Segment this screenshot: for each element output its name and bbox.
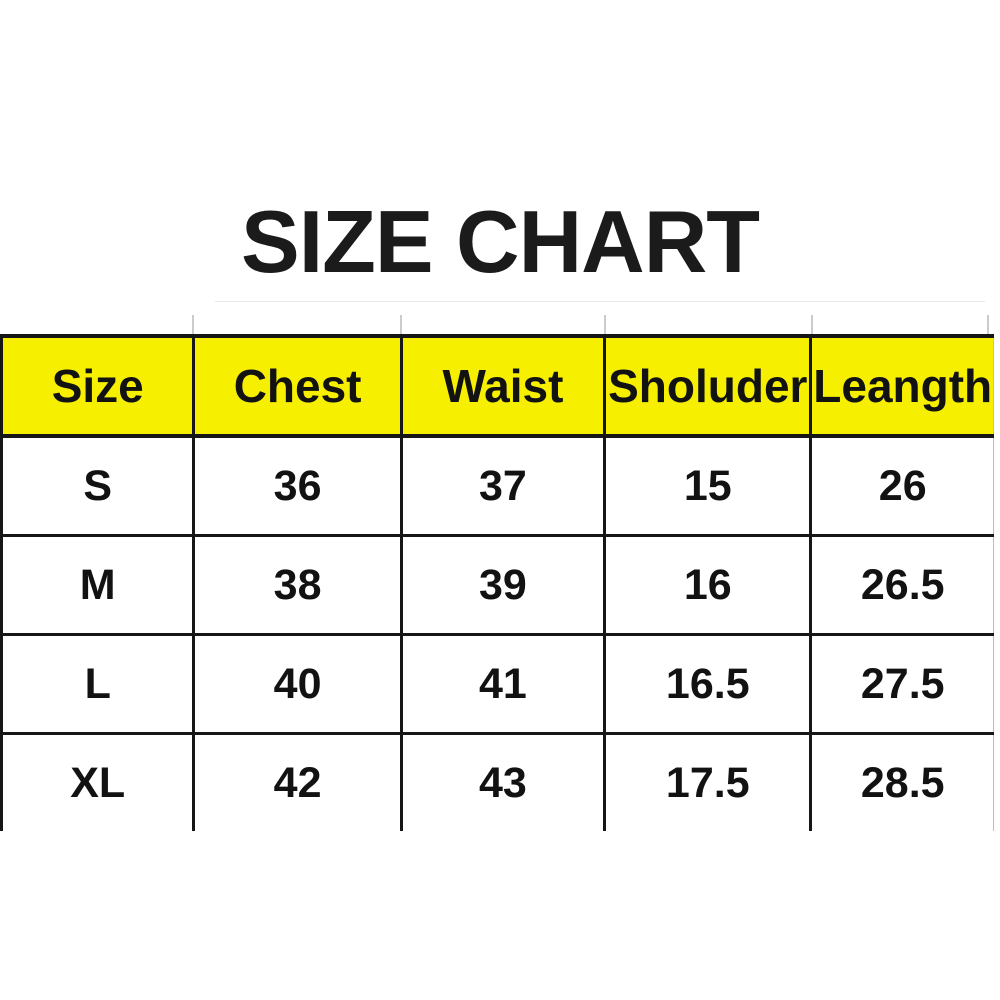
gridline-artifact-stub (987, 315, 989, 334)
measurement-cell: 41 (399, 633, 607, 735)
size-label-cell: M (0, 534, 196, 636)
column-header-waist: Waist (399, 334, 607, 438)
table-row-l: L 40 41 16.5 27.5 (0, 633, 994, 735)
gridline-artifact-horizontal (215, 301, 985, 302)
table-row-s: S 36 37 15 26 (0, 434, 994, 537)
gridline-artifact-stub (811, 315, 813, 334)
measurement-cell: 17.5 (603, 732, 813, 831)
measurement-cell: 26.5 (809, 534, 994, 636)
gridline-artifact-stub (192, 315, 194, 334)
measurement-cell: 26 (809, 434, 994, 537)
measurement-cell: 27.5 (809, 633, 994, 735)
gridline-artifact-stub (400, 315, 402, 334)
page-title: SIZE CHART (241, 192, 760, 291)
column-header-leangth: Leangth (809, 334, 994, 438)
size-label-cell: XL (0, 732, 196, 831)
measurement-cell: 15 (603, 434, 813, 537)
table-body: S 36 37 15 26 M 38 39 16 26.5 L 40 41 16.5 27.5 XL 42 43 1… (0, 434, 994, 831)
column-header-sholuder: Sholuder (603, 334, 813, 438)
size-chart-table: Size Chest Waist Sholuder Leangth S 36 37 15 26 M… (0, 334, 994, 831)
measurement-cell: 28.5 (809, 732, 994, 831)
measurement-cell: 40 (192, 633, 403, 735)
table-header-row: Size Chest Waist Sholuder Leangth (0, 334, 994, 438)
column-header-size: Size (0, 334, 196, 438)
size-label-cell: L (0, 633, 196, 735)
gridline-artifact-stub (604, 315, 606, 334)
measurement-cell: 37 (399, 434, 607, 537)
measurement-cell: 39 (399, 534, 607, 636)
measurement-cell: 16 (603, 534, 813, 636)
measurement-cell: 43 (399, 732, 607, 831)
measurement-cell: 16.5 (603, 633, 813, 735)
table-row-xl: XL 42 43 17.5 28.5 (0, 732, 994, 831)
measurement-cell: 36 (192, 434, 403, 537)
size-label-cell: S (0, 434, 196, 537)
measurement-cell: 42 (192, 732, 403, 831)
table-row-m: M 38 39 16 26.5 (0, 534, 994, 636)
column-header-chest: Chest (192, 334, 403, 438)
measurement-cell: 38 (192, 534, 403, 636)
